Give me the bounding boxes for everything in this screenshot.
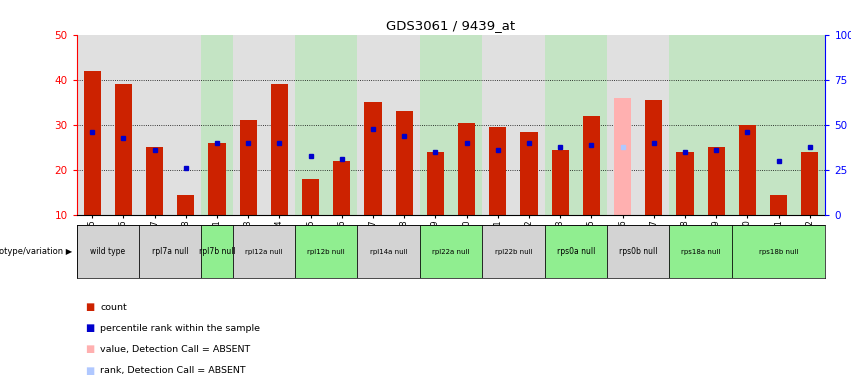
Bar bbox=[115, 84, 132, 215]
Bar bbox=[670, 35, 732, 215]
Bar bbox=[458, 122, 475, 215]
Bar bbox=[545, 35, 607, 215]
Bar bbox=[177, 195, 194, 215]
Bar bbox=[357, 225, 420, 278]
Text: GDS3061 / 9439_at: GDS3061 / 9439_at bbox=[386, 19, 516, 32]
Bar bbox=[202, 225, 232, 278]
Text: rpl22a null: rpl22a null bbox=[432, 248, 470, 255]
Bar bbox=[583, 116, 600, 215]
Bar bbox=[670, 225, 732, 278]
Bar bbox=[521, 132, 538, 215]
Text: rps0a null: rps0a null bbox=[557, 247, 595, 256]
Text: rpl12a null: rpl12a null bbox=[245, 248, 283, 255]
Bar bbox=[489, 127, 506, 215]
Text: rpl12b null: rpl12b null bbox=[307, 248, 346, 255]
Bar bbox=[271, 84, 288, 215]
Bar bbox=[420, 225, 483, 278]
Bar bbox=[732, 225, 825, 278]
Text: ■: ■ bbox=[85, 366, 94, 376]
Bar bbox=[645, 100, 662, 215]
Text: rpl14a null: rpl14a null bbox=[370, 248, 408, 255]
Bar bbox=[708, 147, 725, 215]
Bar bbox=[295, 225, 357, 278]
Bar bbox=[396, 111, 413, 215]
Bar bbox=[240, 120, 257, 215]
Bar bbox=[364, 102, 381, 215]
Bar bbox=[302, 179, 319, 215]
Bar bbox=[483, 225, 545, 278]
Text: genotype/variation ▶: genotype/variation ▶ bbox=[0, 247, 72, 256]
Text: rpl7a null: rpl7a null bbox=[151, 247, 189, 256]
Bar bbox=[614, 98, 631, 215]
Bar bbox=[208, 143, 226, 215]
Bar bbox=[739, 125, 756, 215]
Bar bbox=[677, 152, 694, 215]
Text: rank, Detection Call = ABSENT: rank, Detection Call = ABSENT bbox=[100, 366, 246, 375]
Text: rps18b null: rps18b null bbox=[759, 248, 798, 255]
Bar bbox=[334, 161, 351, 215]
Bar bbox=[295, 35, 357, 215]
Bar bbox=[427, 152, 444, 215]
Bar bbox=[232, 225, 295, 278]
Bar bbox=[551, 150, 568, 215]
Bar bbox=[732, 35, 825, 215]
Text: rps0b null: rps0b null bbox=[619, 247, 658, 256]
Bar bbox=[139, 225, 202, 278]
Text: rps18a null: rps18a null bbox=[681, 248, 720, 255]
Text: ■: ■ bbox=[85, 344, 94, 354]
Text: wild type: wild type bbox=[90, 247, 125, 256]
Text: rpl7b null: rpl7b null bbox=[198, 247, 236, 256]
Bar bbox=[146, 147, 163, 215]
Bar bbox=[545, 225, 607, 278]
Text: ■: ■ bbox=[85, 302, 94, 312]
Text: rpl22b null: rpl22b null bbox=[494, 248, 532, 255]
Text: percentile rank within the sample: percentile rank within the sample bbox=[100, 324, 260, 333]
Bar bbox=[607, 225, 670, 278]
Text: ■: ■ bbox=[85, 323, 94, 333]
Bar bbox=[802, 152, 819, 215]
Bar bbox=[770, 195, 787, 215]
Bar bbox=[420, 35, 483, 215]
Bar bbox=[83, 71, 100, 215]
Text: count: count bbox=[100, 303, 127, 312]
Bar bbox=[202, 35, 232, 215]
Text: value, Detection Call = ABSENT: value, Detection Call = ABSENT bbox=[100, 345, 251, 354]
Bar bbox=[77, 225, 139, 278]
